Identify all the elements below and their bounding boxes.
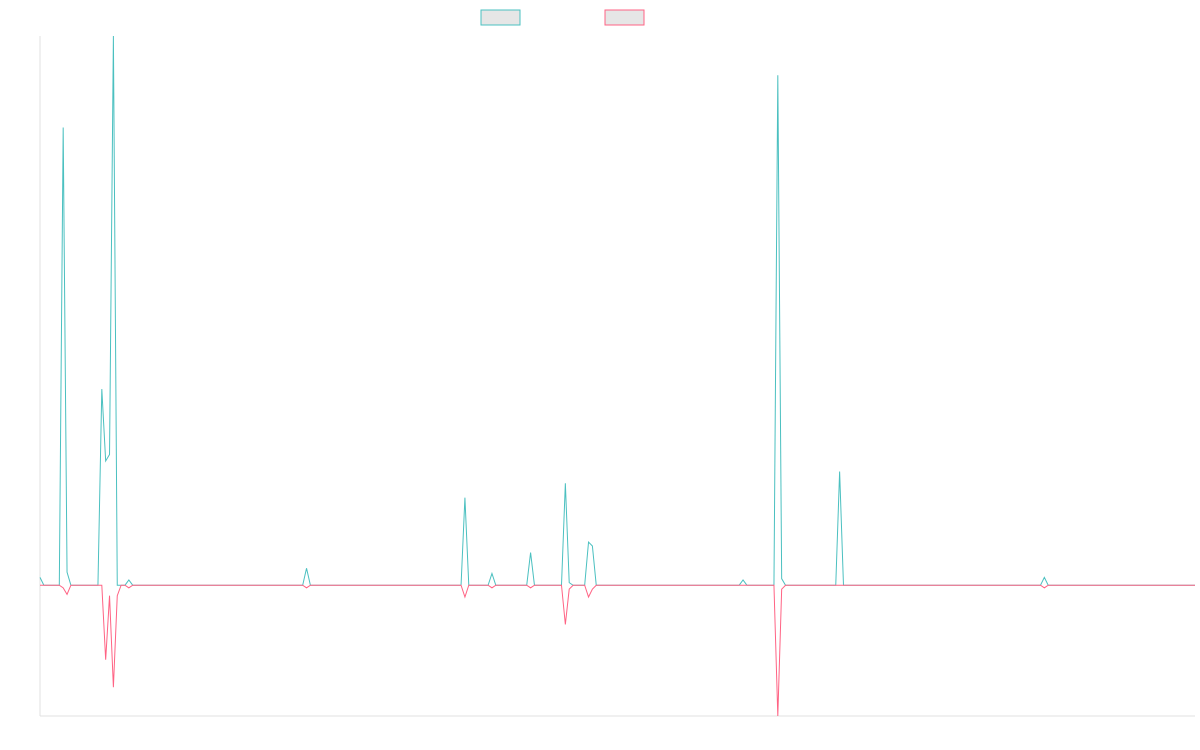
legend <box>480 9 645 26</box>
legend-swatch-1[interactable] <box>480 9 521 26</box>
series-line-1 <box>39 35 1195 586</box>
series-group <box>39 35 1195 717</box>
axes <box>39 36 1195 717</box>
legend-swatch-2[interactable] <box>604 9 645 26</box>
series-line-2 <box>40 584 1195 717</box>
